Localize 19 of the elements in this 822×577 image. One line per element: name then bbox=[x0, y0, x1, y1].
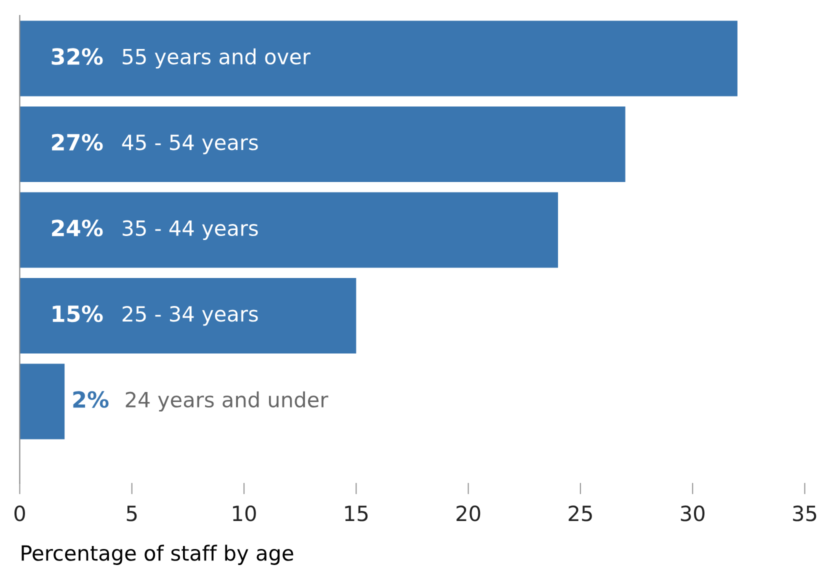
y-tick-label: 45 - 54 years bbox=[122, 134, 258, 154]
y-tick-label: 24 years and under bbox=[126, 391, 328, 412]
x-tick-label: 10 bbox=[233, 506, 256, 522]
y-tick-label: 35 - 44 years bbox=[122, 220, 258, 240]
data-label: 27% bbox=[52, 134, 103, 151]
x-tick-label: 20 bbox=[456, 506, 480, 522]
data-label: 2% bbox=[73, 391, 109, 408]
data-label: 32% bbox=[52, 48, 103, 65]
data-label: 15% bbox=[52, 305, 103, 322]
y-tick-label: 25 - 34 years bbox=[122, 306, 258, 326]
x-tick-label: 5 bbox=[126, 506, 137, 522]
data-label: 24% bbox=[52, 220, 103, 236]
x-tick-label: 35 bbox=[793, 506, 816, 522]
y-tick-label: 55 years and over bbox=[122, 48, 310, 69]
x-tick-label: 15 bbox=[345, 506, 368, 522]
x-tick-label: 0 bbox=[14, 506, 25, 522]
x-tick-label: 25 bbox=[568, 506, 592, 522]
x-tick-label: 30 bbox=[680, 506, 704, 522]
x-axis-title: Percentage of staff by age bbox=[22, 544, 294, 565]
